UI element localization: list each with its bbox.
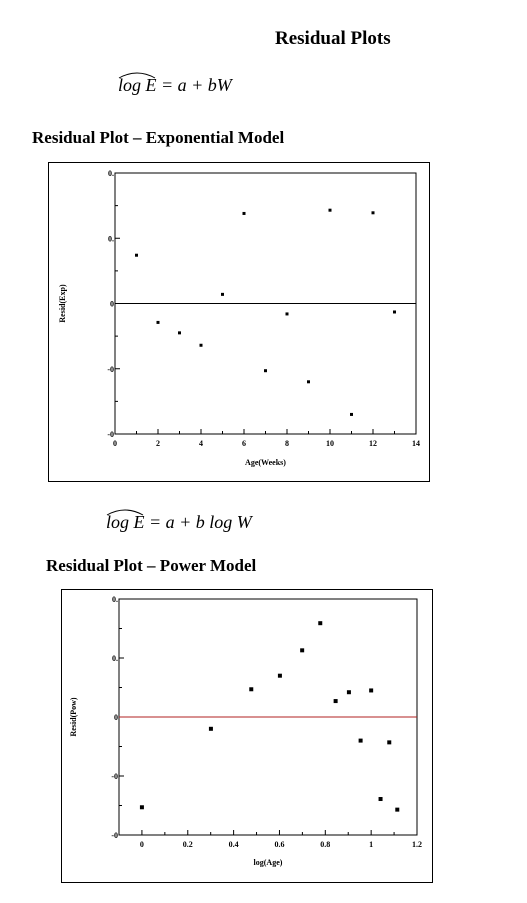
y-axis-label: Resid(Pow) — [69, 697, 78, 736]
x-tick-label: 1.2 — [412, 840, 422, 849]
data-point — [307, 380, 310, 384]
y-tick-label: 0. — [112, 595, 118, 604]
y-tick-label: -0 — [107, 365, 114, 374]
data-point — [249, 687, 254, 692]
equation-rhs: = a + b log W — [149, 512, 252, 532]
equation-exponential: log E = a + bW — [118, 72, 232, 96]
data-point — [369, 688, 374, 693]
x-axis-label: Age(Weeks) — [245, 458, 286, 467]
data-point — [178, 331, 181, 335]
data-point — [328, 208, 332, 212]
x-tick-label: 0.6 — [274, 840, 284, 849]
data-point — [358, 738, 363, 743]
data-point — [395, 807, 400, 812]
data-point — [135, 253, 138, 257]
x-tick-label: 0.4 — [229, 840, 239, 849]
data-point — [221, 292, 224, 296]
x-tick-label: 14 — [412, 439, 420, 448]
data-point — [378, 797, 383, 802]
y-tick-label: -0 — [111, 831, 118, 840]
data-point — [393, 310, 396, 314]
y-tick-label: 0 — [114, 713, 118, 722]
equation-hat — [118, 72, 156, 79]
equation-lhs: log E — [118, 75, 157, 95]
y-tick-label: 0 — [110, 300, 114, 309]
data-point — [208, 726, 213, 731]
x-tick-label: 4 — [199, 439, 203, 448]
x-tick-label: 8 — [285, 439, 289, 448]
chart-exponential: 0 2 4 6 8 10 12 14-0-000.0.Age(Weeks)Resid(Exp) — [58, 169, 420, 467]
equation-hat — [106, 509, 144, 516]
section-heading-exponential: Residual Plot – Exponential Model — [32, 128, 285, 147]
equation-lhs: log E — [106, 512, 145, 532]
data-point — [277, 673, 282, 678]
data-point — [285, 312, 289, 316]
x-tick-label: 6 — [242, 439, 246, 448]
x-tick-label: 1 — [369, 840, 373, 849]
x-tick-label: 0.8 — [320, 840, 330, 849]
y-tick-label: 0. — [108, 169, 114, 178]
y-tick-label: -0 — [111, 772, 118, 781]
x-tick-label: 0 — [140, 840, 144, 849]
y-tick-label: 0. — [108, 234, 114, 243]
data-point — [264, 369, 267, 373]
chart-power: 0 0.2 0.4 0.6 0.8 1 1.2 -0 -0 0 0. 0. log(Age) Resid(… — [69, 595, 422, 867]
x-tick-label: 10 — [326, 439, 334, 448]
data-point — [318, 621, 323, 626]
equation-rhs: = a + bW — [161, 75, 232, 95]
x-tick-label: 0.2 — [183, 840, 193, 849]
data-point — [346, 690, 351, 695]
data-point — [139, 805, 144, 810]
data-point — [300, 648, 305, 653]
x-tick-label: 2 — [156, 439, 160, 448]
data-point — [242, 211, 246, 215]
chart-frame-power: 0 0.2 0.4 0.6 0.8 1 1.2 -0 -0 0 0. 0. log(Age) Resid(… — [61, 589, 433, 883]
data-point — [199, 343, 203, 347]
data-point — [387, 740, 392, 745]
y-axis-label: Resid(Exp) — [58, 284, 67, 323]
chart-frame-exponential: 0 2 4 6 8 10 12 14 -0 -0 0 0. 0. Age(Weeks) Resid(Exp) — [48, 162, 430, 482]
y-tick-label: -0 — [107, 430, 114, 439]
data-point — [333, 699, 338, 704]
equation-power: log E = a + b log W — [106, 509, 252, 533]
data-point — [371, 211, 375, 215]
page-title: Residual Plots — [275, 28, 391, 49]
y-tick-label: 0. — [112, 654, 118, 663]
x-tick-label: 12 — [369, 439, 377, 448]
data-point — [156, 320, 160, 324]
data-point — [350, 412, 353, 416]
section-heading-power: Residual Plot – Power Model — [46, 556, 257, 575]
x-axis-label: log(Age) — [254, 858, 283, 867]
x-tick-label: 0 — [113, 439, 117, 448]
